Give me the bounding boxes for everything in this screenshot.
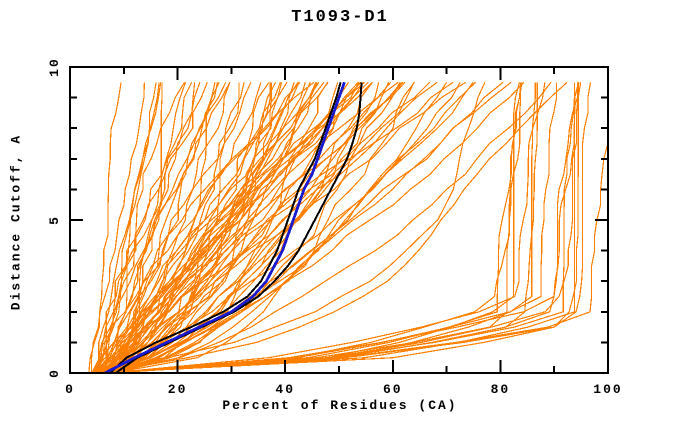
x-tick-label: 100 — [593, 382, 622, 397]
model-curve — [113, 82, 227, 374]
model-curve — [88, 82, 122, 374]
model-curve — [101, 81, 399, 374]
model-curve — [114, 81, 431, 374]
x-axis-label: Percent of Residues (CA) — [222, 398, 458, 413]
model-curve — [97, 82, 592, 374]
model-curve — [97, 82, 521, 374]
model-curve — [102, 82, 579, 374]
model-curve — [111, 82, 538, 374]
model-curve — [114, 81, 404, 374]
model-curve — [110, 81, 186, 374]
model-curve — [103, 82, 216, 374]
y-tick-label: 5 — [47, 215, 62, 225]
x-tick-label: 40 — [275, 382, 295, 397]
model-curve — [113, 81, 373, 374]
model-curve — [102, 81, 568, 374]
x-tick-label: 0 — [65, 382, 75, 397]
model-curve — [95, 81, 476, 374]
model-curve — [111, 82, 523, 374]
y-tick-label: 10 — [47, 57, 62, 77]
model-curve — [99, 82, 160, 374]
model-curve — [112, 81, 474, 374]
model-curve — [91, 81, 392, 374]
model-curve — [112, 81, 415, 374]
model-curve — [92, 82, 208, 374]
model-curve — [101, 81, 552, 374]
y-axis-label: Distance Cutoff, A — [8, 133, 24, 311]
model-curve — [102, 82, 486, 374]
model-curve — [94, 81, 325, 374]
x-tick-label: 80 — [491, 382, 511, 397]
blue-model — [104, 81, 346, 375]
model-curve — [98, 81, 525, 374]
model-curve — [96, 82, 193, 374]
model-curve — [107, 81, 467, 374]
model-curve — [94, 82, 281, 374]
model-curve — [112, 82, 580, 374]
model-curve — [112, 82, 461, 374]
model-curve — [93, 81, 362, 374]
model-curve — [101, 82, 580, 374]
model-curve — [91, 81, 359, 374]
model-curve — [101, 81, 365, 374]
model-curve — [103, 81, 438, 374]
y-tick-label: 0 — [47, 368, 62, 378]
chart-title: T1093-D1 — [291, 8, 389, 27]
model-curve — [111, 82, 558, 374]
model-curve — [106, 81, 369, 374]
model-curve — [98, 82, 582, 374]
x-tick-label: 20 — [168, 382, 188, 397]
model-curve — [105, 82, 201, 373]
model-curve — [97, 81, 320, 374]
x-tick-label: 60 — [383, 382, 403, 397]
model-curve — [91, 81, 315, 374]
model-curve — [107, 82, 220, 374]
model-curve — [104, 81, 504, 374]
model-curve — [90, 82, 145, 374]
black-model-1 — [109, 82, 342, 374]
model-curve — [97, 82, 252, 374]
model-curve — [104, 82, 317, 374]
model-curve — [104, 82, 536, 374]
model-curve — [111, 82, 401, 374]
model-curve — [98, 81, 301, 374]
